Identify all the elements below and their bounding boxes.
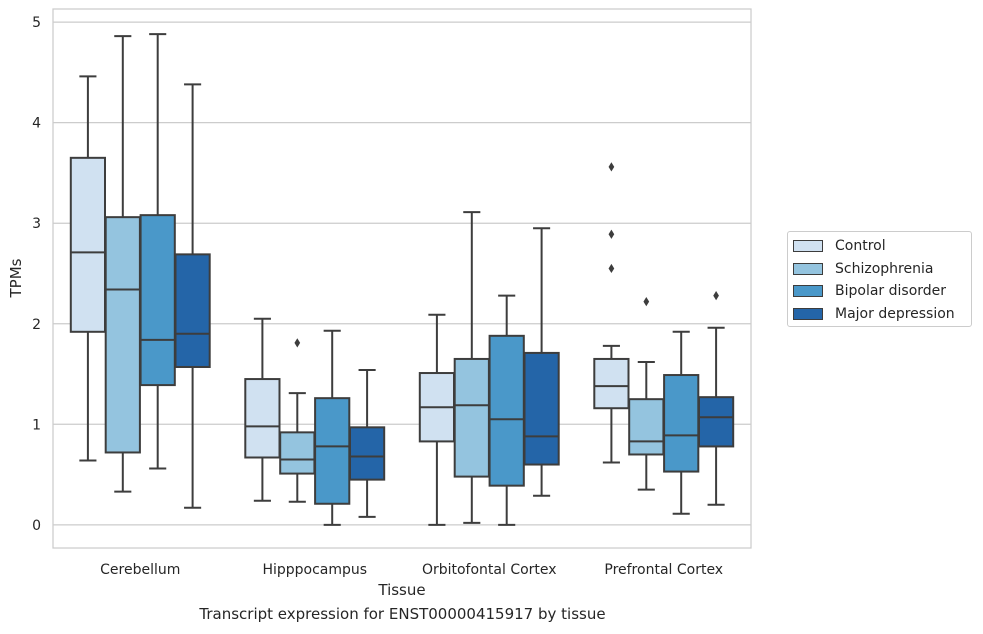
legend-item: Major depression bbox=[793, 303, 971, 326]
box-hipppocampus-bipolar-disorder bbox=[314, 329, 351, 526]
x-axis-label: Tissue bbox=[377, 581, 425, 599]
box-cerebellum-control bbox=[69, 75, 107, 462]
box-orbitofontal-cortex-bipolar-disorder bbox=[488, 294, 525, 526]
box-iqr bbox=[488, 334, 525, 487]
outlier-point bbox=[713, 290, 719, 301]
box-iqr bbox=[593, 357, 630, 410]
chart-title: Transcript expression for ENST0000041591… bbox=[199, 605, 606, 623]
legend-swatch bbox=[793, 307, 823, 320]
legend-swatch bbox=[793, 262, 823, 275]
box-iqr bbox=[523, 351, 560, 466]
box-prefrontal-cortex-schizophrenia bbox=[628, 297, 665, 491]
legend-swatch bbox=[793, 285, 823, 298]
outlier-point bbox=[608, 229, 615, 239]
x-tick-label: Hipppocampus bbox=[262, 562, 367, 578]
box-prefrontal-cortex-bipolar-disorder bbox=[663, 330, 700, 515]
outlier-point bbox=[608, 162, 615, 172]
legend-label: Major depression bbox=[835, 305, 955, 322]
legend-label: Bipolar disorder bbox=[835, 283, 947, 300]
box-hipppocampus-control bbox=[244, 317, 281, 502]
box-iqr bbox=[348, 426, 386, 481]
box-iqr bbox=[697, 396, 735, 448]
y-tick-label: 4 bbox=[32, 116, 41, 132]
box-orbitofontal-cortex-control bbox=[418, 313, 456, 526]
y-tick-label: 3 bbox=[32, 216, 41, 232]
x-tick-label: Cerebellum bbox=[100, 562, 180, 578]
legend: Control Schizophrenia Bipolar disorder M… bbox=[787, 231, 972, 327]
boxes bbox=[69, 33, 735, 526]
y-tick-label: 5 bbox=[32, 15, 41, 31]
outlier-point bbox=[608, 263, 615, 274]
box-cerebellum-bipolar-disorder bbox=[139, 33, 176, 470]
legend-item: Schizophrenia bbox=[793, 258, 971, 281]
box-iqr bbox=[279, 431, 316, 475]
legend-item: Bipolar disorder bbox=[793, 280, 971, 303]
box-cerebellum-schizophrenia bbox=[104, 35, 141, 493]
box-hipppocampus-schizophrenia bbox=[279, 338, 316, 503]
box-orbitofontal-cortex-major-depression bbox=[523, 227, 560, 497]
box-iqr bbox=[663, 374, 700, 473]
box-hipppocampus-major-depression bbox=[348, 369, 386, 518]
box-iqr bbox=[453, 357, 490, 478]
legend-label: Control bbox=[835, 238, 886, 255]
box-iqr bbox=[174, 253, 211, 368]
box-iqr bbox=[104, 216, 141, 454]
x-tick-labels: Cerebellum Hipppocampus Orbitofontal Corte… bbox=[100, 562, 723, 578]
y-tick-labels: 0 1 2 3 4 5 bbox=[32, 15, 41, 534]
y-tick-label: 1 bbox=[32, 417, 41, 433]
legend-swatch bbox=[793, 240, 823, 253]
x-tick-label: Prefrontal Cortex bbox=[604, 562, 723, 578]
y-tick-label: 0 bbox=[32, 518, 41, 534]
legend-label: Schizophrenia bbox=[835, 260, 934, 277]
box-orbitofontal-cortex-schizophrenia bbox=[453, 211, 490, 524]
box-prefrontal-cortex-major-depression bbox=[697, 290, 735, 506]
box-iqr bbox=[139, 214, 176, 387]
box-cerebellum-major-depression bbox=[174, 83, 211, 509]
box-iqr bbox=[314, 397, 351, 505]
y-axis-label: TPMs bbox=[7, 258, 25, 298]
x-tick-label: Orbitofontal Cortex bbox=[422, 562, 557, 578]
outlier-point bbox=[294, 338, 301, 348]
legend-item: Control bbox=[793, 235, 971, 258]
box-iqr bbox=[69, 156, 107, 333]
box-iqr bbox=[628, 398, 665, 456]
box-prefrontal-cortex-control bbox=[593, 162, 630, 464]
y-tick-label: 2 bbox=[32, 317, 41, 333]
outlier-point bbox=[643, 297, 650, 307]
box-iqr bbox=[244, 378, 281, 459]
